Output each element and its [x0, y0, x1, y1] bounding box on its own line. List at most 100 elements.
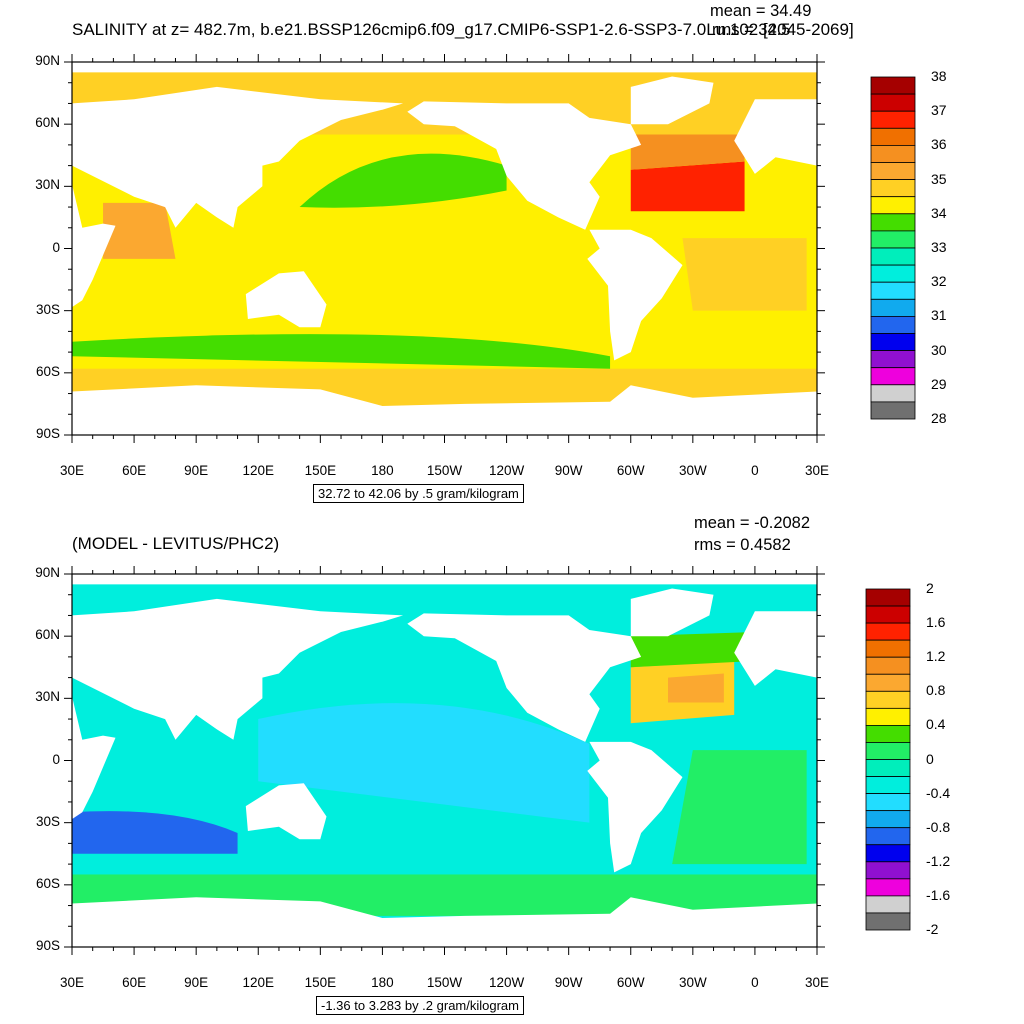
bottom-land-africa	[0, 683, 116, 833]
top-xtick-label: 120W	[488, 463, 525, 478]
bottom-land-antarctica	[72, 897, 817, 947]
top-map	[0, 62, 817, 435]
bottom-colorbar-box	[865, 639, 911, 658]
top-colorbar-label: 30	[931, 341, 947, 358]
bottom-colorbar-box	[865, 707, 911, 726]
bottom-region-north-atlantic-core	[668, 673, 724, 703]
bottom-colorbar-label: 0.8	[926, 682, 946, 699]
bottom-xtick-label: 90W	[554, 975, 583, 990]
bottom-land-north-america	[407, 613, 642, 742]
top-panel-title: SALINITY at z= 482.7m, b.e21.BSSP126cmip…	[72, 20, 854, 39]
bottom-colorbar-box	[865, 673, 911, 692]
bottom-xtick-label: 120E	[242, 975, 275, 990]
top-land-south-america	[587, 229, 683, 361]
bottom-land-south-america	[587, 741, 683, 873]
top-colorbar-box	[870, 298, 916, 317]
bottom-colorbar-label: 1.2	[926, 648, 946, 665]
bottom-xtick-label: 30W	[678, 975, 707, 990]
top-colorbar-label: 28	[931, 410, 947, 426]
bottom-colorbar-label: -0.8	[926, 818, 951, 835]
bottom-xtick-label: 150W	[426, 975, 463, 990]
bottom-ytick-label: 30S	[35, 813, 60, 829]
bottom-colorbar-box	[865, 810, 911, 829]
bottom-colorbar-box	[865, 861, 911, 880]
top-colorbar-box	[870, 196, 916, 215]
bottom-land-eurasia	[72, 598, 404, 740]
top-colorbar-box	[870, 367, 916, 386]
top-colorbar-label: 37	[931, 102, 947, 119]
bottom-colorbar-box	[865, 776, 911, 794]
top-xtick-label: 30E	[804, 463, 830, 478]
top-region-north-pacific-low	[299, 153, 507, 208]
bottom-region-indian-ocean-fresh	[72, 811, 238, 854]
bottom-xtick-label: 60E	[122, 975, 147, 990]
top-xtick-label: 0	[751, 463, 759, 478]
bottom-colorbar-label: -1.6	[926, 886, 951, 903]
bottom-land-europe-east	[734, 611, 817, 686]
bottom-colorbar-label: -1.2	[926, 852, 951, 869]
bottom-region-south-atlantic	[672, 750, 807, 865]
bottom-ytick-label: 30N	[35, 689, 60, 705]
top-colorbar-box	[870, 384, 916, 403]
top-colorbar-box	[870, 127, 916, 146]
bottom-colorbar-label: -2	[926, 921, 939, 937]
bottom-colorbar-box	[865, 742, 911, 760]
top-colorbar-box	[870, 179, 916, 198]
top-land-europe-east	[734, 99, 817, 174]
top-region-south-atlantic	[682, 238, 807, 311]
bottom-colorbar-label: -0.4	[926, 784, 951, 801]
top-xtick-label: 60W	[616, 463, 645, 478]
bottom-colorbar-label: 0	[926, 750, 934, 767]
top-colorbar-box	[870, 333, 916, 352]
top-colorbar-box	[870, 264, 916, 283]
top-colorbar-box	[870, 110, 916, 129]
top-colorbar-box	[870, 76, 916, 95]
bottom-rms-stat: rms = 0.4582	[694, 536, 791, 554]
top-xtick-label: 60E	[122, 463, 147, 478]
top-colorbar-label: 34	[931, 204, 947, 221]
bottom-map	[0, 574, 817, 947]
bottom-colorbar-box	[865, 793, 911, 812]
top-colorbar-box	[870, 281, 916, 300]
bottom-land-australia	[245, 783, 327, 840]
bottom-mean-stat: mean = -0.2082	[694, 514, 811, 532]
bottom-colorbar-box	[865, 690, 911, 709]
bottom-colorbar-box	[865, 656, 911, 675]
top-ytick-label: 60N	[35, 115, 60, 131]
top-land-africa	[0, 171, 116, 321]
bottom-colorbar-label: 2	[926, 580, 934, 596]
bottom-panel-title: (MODEL - LEVITUS/PHC2)	[72, 534, 280, 553]
top-land-eurasia	[72, 86, 404, 228]
top-region-north-atlantic-outer	[630, 134, 745, 170]
top-region-subantarctic-front	[72, 334, 611, 369]
top-region-north-atlantic-core	[630, 161, 745, 212]
bottom-ytick-label: 0	[52, 751, 60, 767]
top-colorbar-box	[870, 93, 916, 112]
bottom-colorbar-box	[865, 895, 911, 914]
bottom-ytick-label: 60N	[35, 627, 60, 643]
bottom-xtick-label: 30E	[804, 975, 830, 990]
top-ytick-label: 90S	[35, 426, 60, 441]
bottom-xtick-label: 150E	[304, 975, 337, 990]
bottom-colorbar-box	[865, 725, 911, 743]
top-xtick-label: 90E	[184, 463, 209, 478]
bottom-colorbar-label: 0.4	[926, 716, 946, 733]
top-ytick-label: 30N	[35, 177, 60, 193]
bottom-land-arctic-cap	[72, 574, 817, 583]
top-colorbar-box	[870, 247, 916, 266]
bottom-region-subpolar-atlantic	[630, 632, 755, 668]
bottom-colorbar-box	[865, 605, 911, 624]
top-land-greenland	[630, 76, 714, 125]
top-colorbar-box	[870, 162, 916, 181]
bottom-colorbar-box	[865, 844, 911, 863]
top-ytick-label: 60S	[35, 363, 60, 379]
top-ytick-label: 90N	[35, 53, 60, 68]
bottom-xtick-label: 120W	[488, 975, 525, 990]
top-xtick-label: 180	[371, 463, 394, 478]
top-mean-stat: mean = 34.49	[710, 2, 812, 20]
top-xtick-label: 150W	[426, 463, 463, 478]
top-colorbar-box	[870, 213, 916, 232]
top-colorbar-box	[870, 144, 916, 163]
top-xtick-label: 30E	[59, 463, 85, 478]
